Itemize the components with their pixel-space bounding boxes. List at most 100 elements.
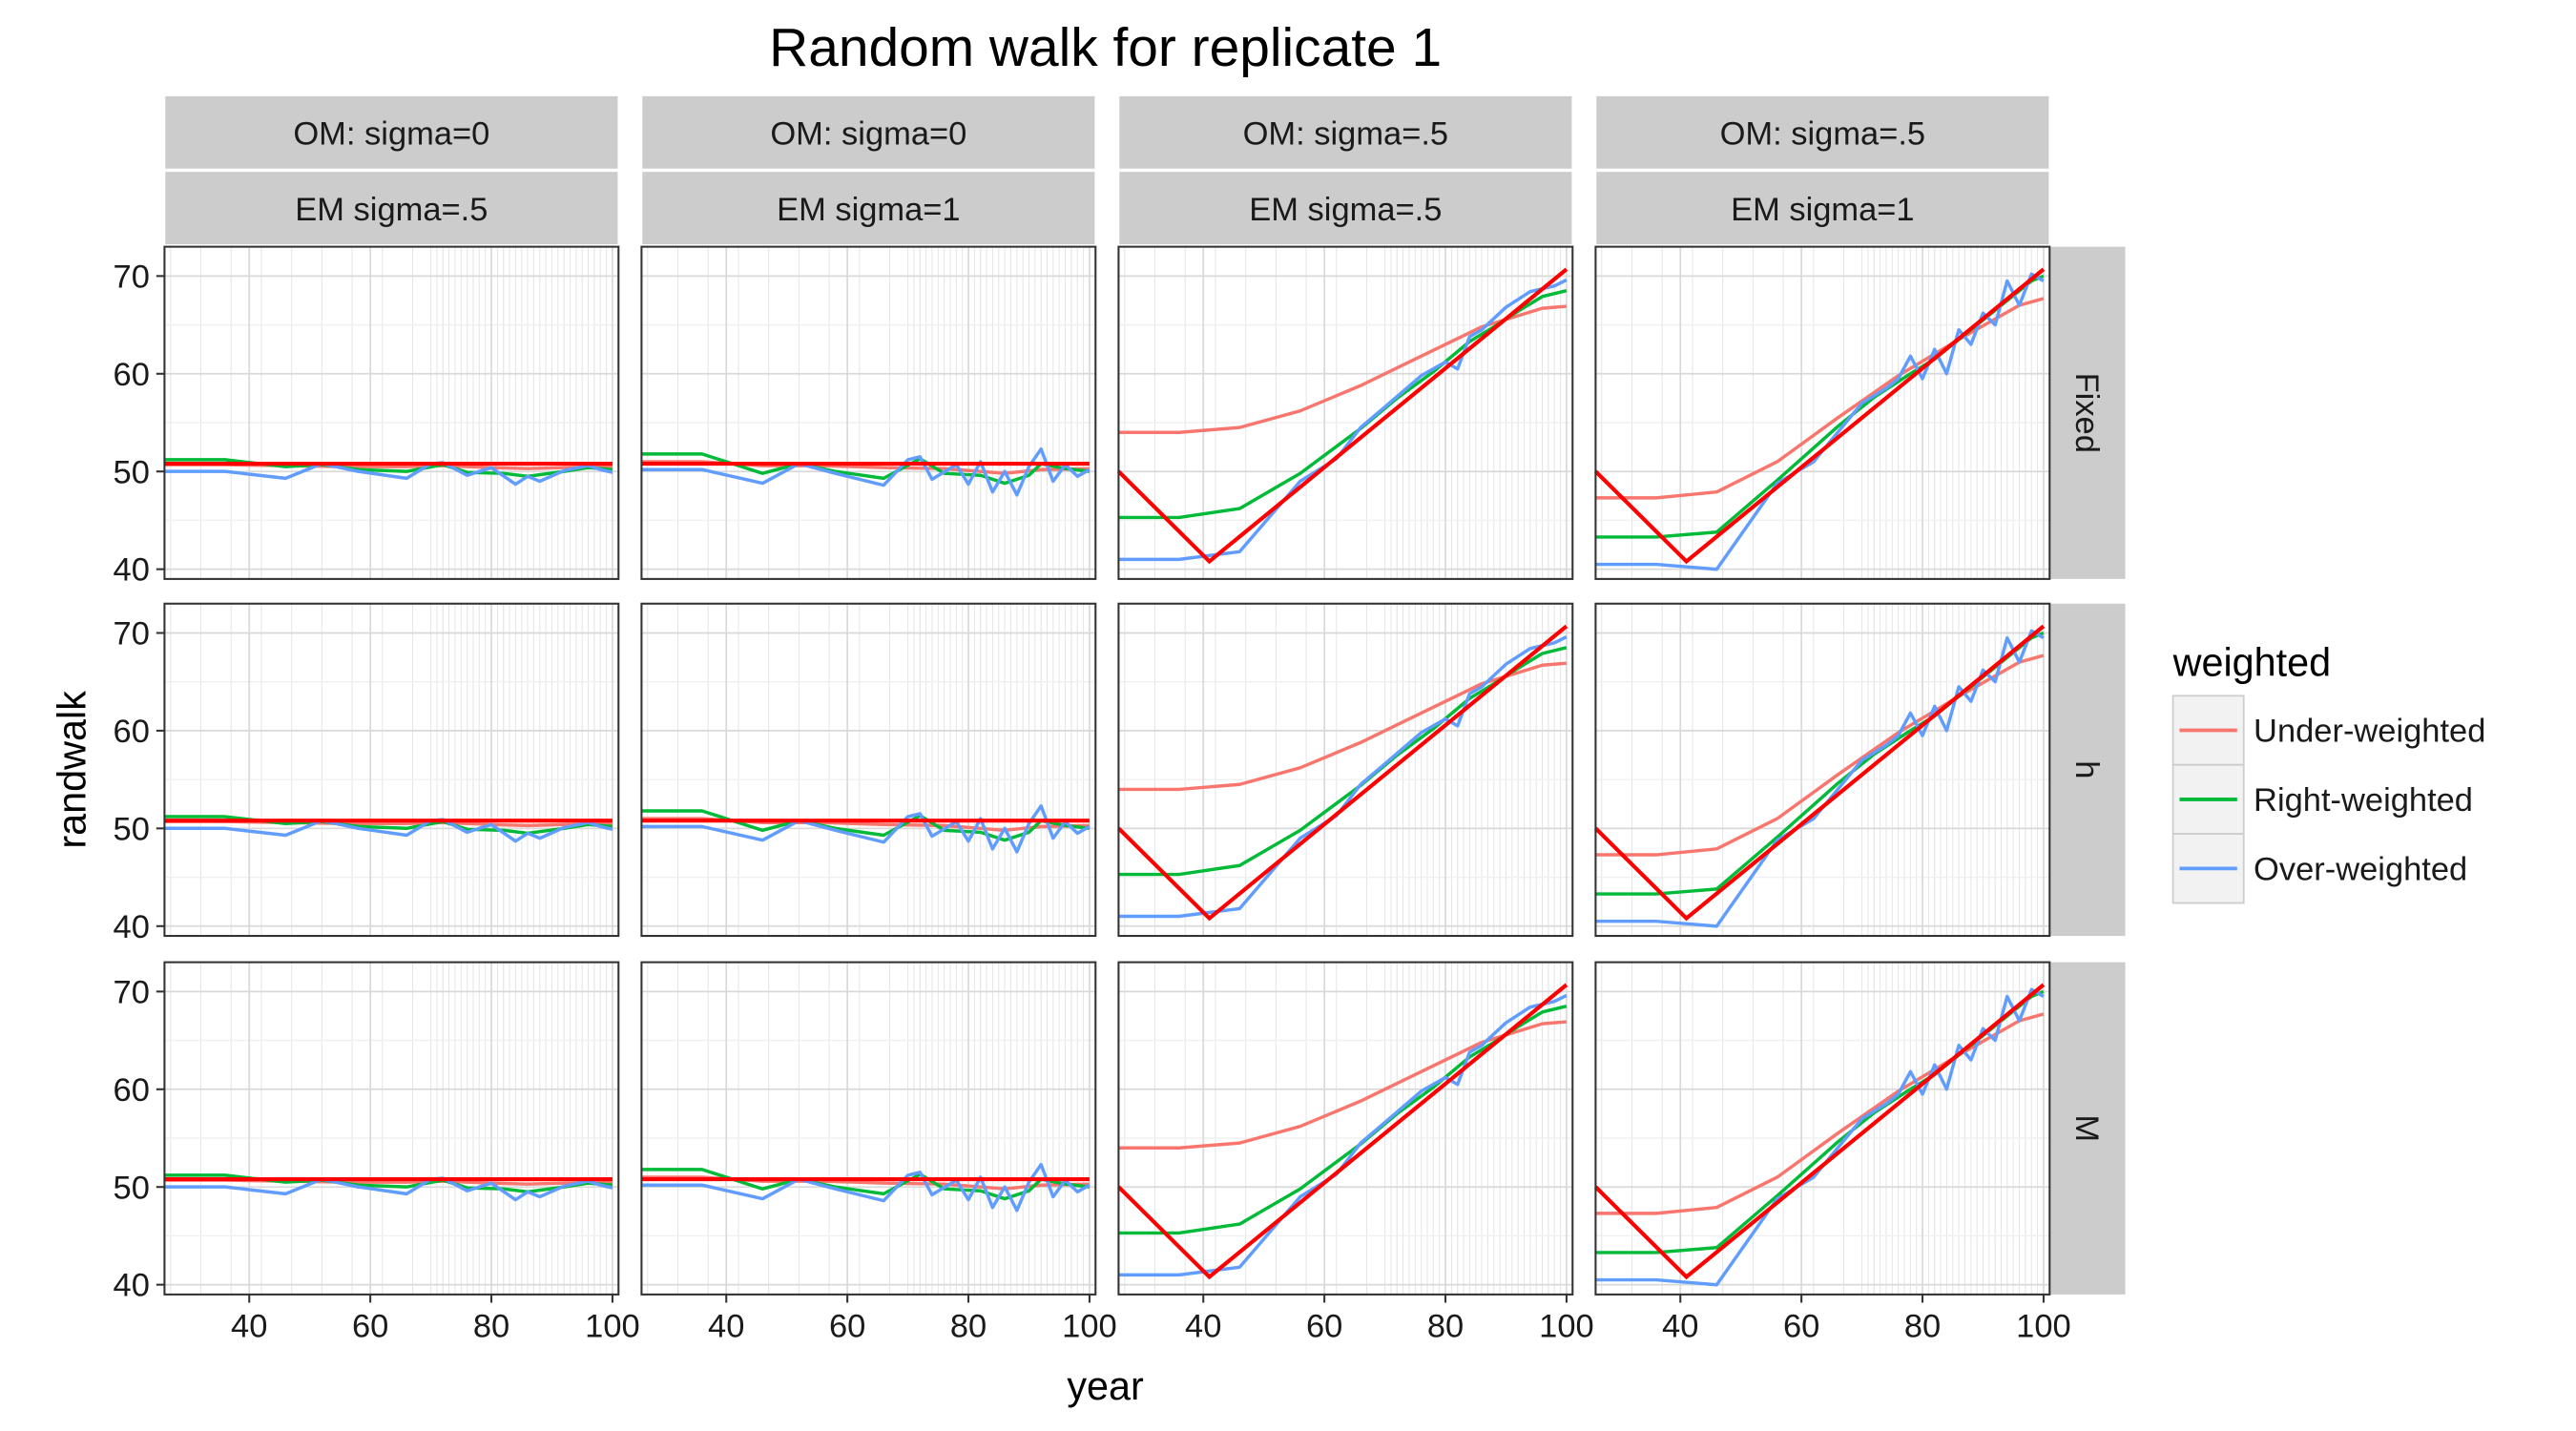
facet-panel [1116, 245, 1574, 580]
series-line [1595, 297, 2045, 500]
gridlines [1118, 603, 1573, 937]
panel-border [1117, 961, 1574, 1296]
y-tick-label: 60 [114, 1072, 150, 1109]
series-line [1118, 1004, 1568, 1235]
panel-border [1117, 245, 1574, 580]
x-tick-label: 80 [1427, 1309, 1464, 1345]
facet-strips: OM: sigma=0 EM sigma=.5 OM: sigma=0 EM sigm… [163, 94, 2126, 1295]
y-tick-label: 70 [114, 616, 150, 653]
om-strip-label: OM: sigma=.5 [1720, 116, 1926, 153]
x-tick-label: 80 [473, 1309, 509, 1345]
x-tick-label: 60 [1783, 1309, 1819, 1345]
true-value-line [1116, 983, 1568, 1280]
panel-border [1594, 602, 2051, 938]
legend-item: Over-weighted [2171, 833, 2467, 904]
legend-item: Right-weighted [2171, 763, 2473, 835]
series-line [164, 818, 613, 843]
strip-background [2049, 246, 2126, 579]
gridlines [1118, 246, 1573, 579]
row-strip: h [2049, 603, 2126, 937]
y-tick-label: 70 [114, 974, 150, 1010]
series-line [1118, 1020, 1568, 1150]
gridlines [1595, 603, 2050, 937]
column-strip: OM: sigma=.5 EM sigma=.5 [1117, 94, 1574, 246]
strip-background [2049, 603, 2126, 937]
facet-panel [1116, 602, 1574, 938]
panel-background [1595, 603, 2050, 937]
y-axis-title: randwalk [51, 691, 94, 849]
strip-background [1594, 94, 2051, 171]
series-line [1118, 304, 1568, 434]
om-strip-label: OM: sigma=0 [770, 116, 966, 153]
legend: weighted Under-weighted Right-weighted Ove… [2171, 641, 2485, 904]
strip-background [640, 94, 1097, 171]
legend-label: Over-weighted [2254, 851, 2467, 887]
om-strip-label: OM: sigma=0 [293, 116, 489, 153]
row-strip-label: h [2068, 760, 2105, 778]
x-tick-label: 80 [950, 1309, 987, 1345]
facet-panel [640, 245, 1097, 580]
facet-panel [163, 602, 620, 938]
panel-background [1118, 962, 1573, 1295]
row-strip-label: Fixed [2068, 373, 2105, 453]
series-line [641, 1162, 1091, 1213]
facet-panel [1593, 961, 2051, 1296]
y-tick-label: 60 [114, 357, 150, 393]
y-tick-label: 50 [114, 454, 150, 490]
panel-background [164, 962, 619, 1295]
x-tick-label: 100 [1539, 1309, 1594, 1345]
row-strip: Fixed [2049, 246, 2126, 579]
panel-border [640, 602, 1097, 938]
gridlines [641, 246, 1096, 579]
series-line [1595, 653, 2045, 857]
true-value-line [1593, 624, 2046, 922]
panel-border [163, 245, 620, 580]
panel-border [1594, 245, 2051, 580]
gridlines [164, 603, 619, 937]
strip-background [1594, 170, 2051, 246]
column-strip: OM: sigma=.5 EM sigma=1 [1594, 94, 2051, 246]
column-strip: OM: sigma=0 EM sigma=.5 [163, 94, 620, 246]
series-line [641, 804, 1091, 854]
legend-title: weighted [2172, 641, 2332, 685]
panel-background [1595, 962, 2050, 1295]
strip-background [163, 94, 620, 171]
series-line [1118, 661, 1568, 792]
column-strip: OM: sigma=0 EM sigma=1 [640, 94, 1097, 246]
true-value-line [1116, 267, 1568, 565]
legend-label: Under-weighted [2254, 714, 2485, 750]
x-tick-label: 40 [708, 1309, 744, 1345]
legend-label: Right-weighted [2254, 782, 2473, 819]
x-tick-label: 100 [1062, 1309, 1117, 1345]
x-tick-label: 100 [2016, 1309, 2071, 1345]
facet-panel [1593, 245, 2051, 580]
panel-border [163, 961, 620, 1296]
x-tick-label: 60 [1306, 1309, 1342, 1345]
facet-panel [163, 961, 620, 1296]
panel-background [641, 962, 1096, 1295]
series-line [1118, 288, 1568, 520]
true-value-line [1593, 983, 2046, 1280]
gridlines [641, 603, 1096, 937]
y-tick-label: 60 [114, 714, 150, 750]
facet-panel [640, 602, 1097, 938]
chart-title: Random walk for replicate 1 [769, 17, 1442, 78]
x-tick-label: 60 [829, 1309, 865, 1345]
gridlines [164, 246, 619, 579]
row-strip: M [2049, 962, 2126, 1295]
series-line [164, 1176, 613, 1202]
axes: 40 50 60 70 40 50 60 70 40 50 60 70 40 60 80 100 40 60 80 1… [114, 259, 2071, 1344]
y-tick-label: 70 [114, 259, 150, 295]
panel-border [640, 961, 1097, 1296]
strip-background [163, 170, 620, 246]
facet-panels [163, 245, 2051, 1296]
series-line [1118, 278, 1568, 562]
panel-background [1118, 603, 1573, 937]
x-tick-label: 40 [231, 1309, 267, 1345]
series-line [641, 446, 1091, 497]
series-line [1595, 1012, 2045, 1215]
x-axis-title: year [1067, 1364, 1144, 1408]
strip-background [2049, 962, 2126, 1295]
series-line [1118, 646, 1568, 877]
y-tick-label: 40 [114, 909, 150, 945]
